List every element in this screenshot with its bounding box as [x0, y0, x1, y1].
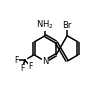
Text: NH$_2$: NH$_2$ — [36, 19, 54, 31]
Text: F: F — [20, 64, 25, 73]
Text: Br: Br — [62, 21, 72, 30]
Text: F: F — [28, 62, 33, 71]
Text: N: N — [42, 57, 48, 66]
Text: F: F — [14, 56, 19, 65]
